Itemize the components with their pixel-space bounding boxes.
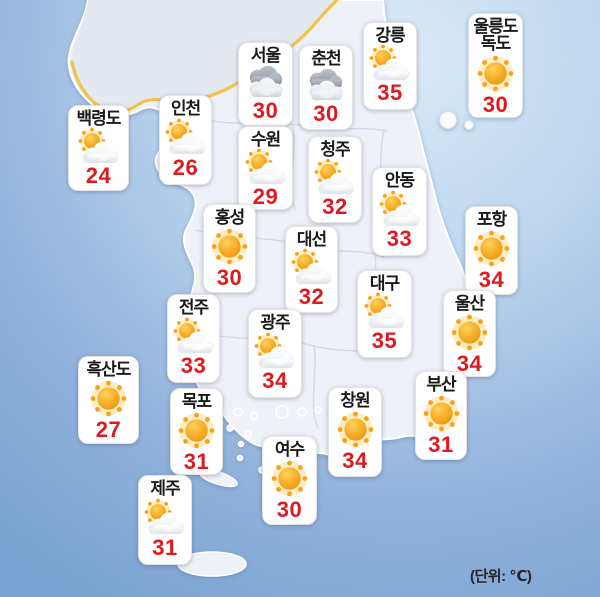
temperature-value: 33 — [180, 353, 207, 378]
weather-card-busan: 부산 31 — [415, 371, 467, 460]
sun-cloud-icon — [142, 497, 188, 537]
weather-card-jeju: 제주 31 — [138, 475, 192, 565]
unit-label: (단위: ℃) — [470, 568, 532, 585]
sun-icon — [471, 228, 512, 269]
sun-icon — [475, 53, 516, 94]
sun-icon — [269, 458, 310, 499]
temperature-value: 31 — [152, 535, 178, 560]
sun-icon — [421, 393, 462, 434]
temperature-value: 32 — [322, 194, 348, 220]
temperature-value: 30 — [276, 497, 303, 523]
temperature-value: 30 — [252, 98, 279, 124]
city-name: 여수 — [274, 440, 305, 459]
city-name: 울릉도 독도 — [473, 17, 519, 54]
city-name: 춘천 — [311, 49, 341, 68]
clouds-icon — [243, 64, 289, 100]
city-name: 흑산도 — [86, 360, 132, 379]
weather-card-ulsan: 울산 34 — [443, 290, 496, 377]
temperature-value: 33 — [386, 226, 413, 251]
north-korea-region — [71, 0, 338, 112]
sun-icon — [176, 410, 217, 451]
city-name: 서울 — [250, 46, 281, 65]
temperature-value: 34 — [342, 448, 368, 474]
sun-cloud-icon — [171, 316, 217, 355]
temperature-value: 35 — [371, 328, 398, 354]
weather-card-incheon: 인천 26 — [159, 95, 212, 185]
city-name: 강릉 — [375, 26, 405, 45]
sun-cloud-icon — [163, 117, 209, 157]
weather-card-seoul: 서울 30 — [238, 42, 293, 126]
city-name: 청주 — [320, 140, 350, 159]
city-name: 울산 — [454, 294, 485, 313]
city-name: 안동 — [384, 171, 415, 190]
city-name: 인천 — [170, 99, 201, 118]
city-name: 수원 — [250, 130, 281, 149]
weather-card-daejeon: 대선 32 — [285, 226, 338, 313]
weather-card-yeosu: 여수 30 — [262, 436, 317, 525]
city-name: 홍성 — [214, 208, 245, 227]
city-name: 목포 — [181, 392, 212, 411]
sun-cloud-icon — [362, 292, 408, 330]
weather-card-suwon: 수원 29 — [238, 126, 293, 210]
weather-card-hongseong: 홍성 30 — [203, 204, 256, 293]
temperature-value: 30 — [216, 265, 243, 291]
weather-card-pohang: 포항 34 — [465, 206, 518, 295]
weather-card-jeonju: 전주 33 — [167, 294, 220, 383]
weather-card-andong: 안동 33 — [372, 167, 427, 256]
temperature-value: 26 — [172, 155, 199, 180]
temperature-value: 34 — [456, 351, 483, 377]
city-name: 부산 — [426, 375, 456, 394]
temperature-value: 35 — [377, 80, 403, 106]
temperature-value: 31 — [183, 449, 210, 475]
city-name: 제주 — [150, 479, 180, 498]
temperature-value: 31 — [428, 432, 454, 458]
sun-icon — [449, 312, 490, 353]
sun-cloud-icon — [76, 127, 122, 165]
ulleungdo-dokdo-islands — [439, 111, 474, 130]
sun-cloud-icon — [243, 148, 289, 186]
sun-cloud-icon — [252, 331, 298, 370]
temperature-value: 29 — [252, 184, 279, 210]
sun-icon — [335, 409, 376, 450]
temperature-value: 24 — [85, 163, 112, 189]
sun-icon — [209, 226, 250, 267]
city-name: 창원 — [340, 391, 370, 410]
sun-cloud-icon — [312, 158, 358, 196]
sun-icon — [88, 378, 129, 419]
weather-card-heuksando: 흑산도 27 — [78, 356, 139, 444]
temperature-value: 30 — [313, 101, 339, 127]
weather-card-baengnyeongdo: 백령도 24 — [68, 105, 129, 191]
city-name: 대구 — [369, 274, 400, 293]
temperature-value: 34 — [262, 368, 288, 393]
temperature-value: 30 — [482, 91, 509, 117]
weather-card-mokpo: 목포 31 — [170, 388, 223, 475]
city-name: 백령도 — [76, 109, 122, 128]
temperature-value: 34 — [478, 267, 505, 293]
weather-card-ulleungdo-dokdo: 울릉도 독도 30 — [468, 13, 523, 118]
weather-card-daegu: 대구 35 — [357, 270, 412, 358]
city-name: 전주 — [178, 298, 209, 317]
clouds-icon — [303, 67, 349, 103]
weather-card-cheongju: 청주 32 — [308, 136, 362, 223]
weather-card-gwangju: 광주 34 — [248, 309, 302, 398]
weather-card-chuncheon: 춘천 30 — [299, 45, 353, 130]
city-name: 광주 — [260, 313, 290, 332]
weather-card-gangneung: 강릉 35 — [363, 22, 417, 110]
sun-cloud-icon — [367, 44, 413, 82]
sun-cloud-icon — [289, 248, 335, 286]
city-name: 포항 — [476, 210, 507, 229]
sun-cloud-icon — [377, 189, 423, 228]
city-name: 대선 — [296, 230, 327, 249]
temperature-value: 32 — [298, 284, 325, 310]
weather-card-changwon: 창원 34 — [328, 387, 382, 477]
temperature-value: 27 — [95, 417, 122, 443]
